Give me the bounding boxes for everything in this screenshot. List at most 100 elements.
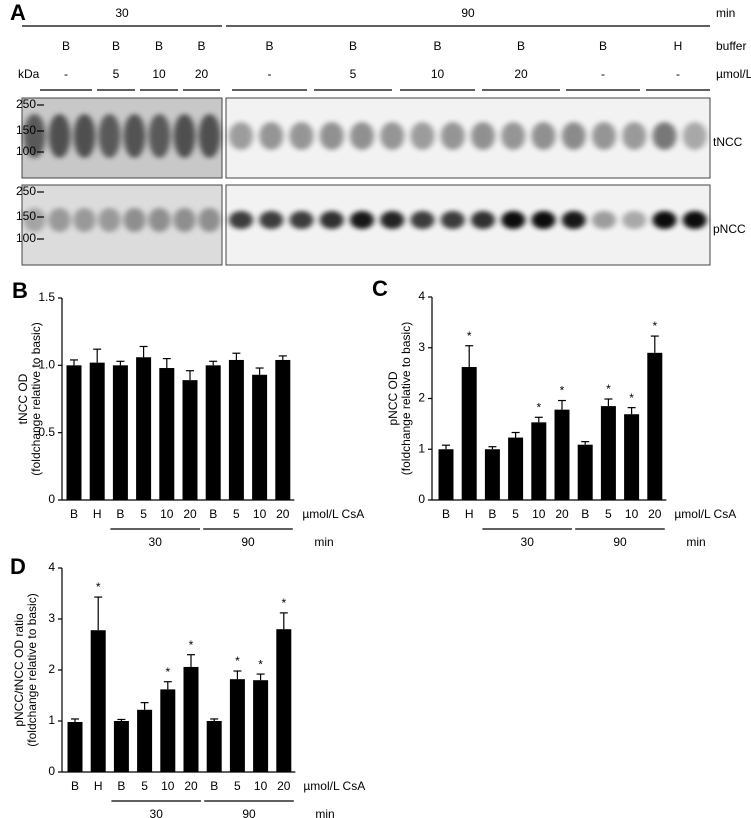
error-bar bbox=[581, 441, 590, 445]
bar bbox=[206, 721, 222, 772]
error-bar bbox=[256, 673, 265, 681]
x-tick-label: B bbox=[71, 779, 79, 793]
x-tick-label: 5 bbox=[234, 779, 241, 793]
x-tick-label: 20 bbox=[276, 507, 290, 521]
error-bar bbox=[278, 355, 287, 360]
error-bar bbox=[116, 360, 125, 366]
buffer-label: B bbox=[517, 39, 525, 53]
error-bar bbox=[442, 444, 450, 450]
band bbox=[561, 211, 586, 229]
bar bbox=[112, 365, 128, 500]
group-label: 30 bbox=[149, 535, 163, 549]
buffer-label: B bbox=[265, 39, 273, 53]
band bbox=[173, 114, 196, 158]
error-bar bbox=[209, 360, 218, 366]
band bbox=[319, 211, 344, 229]
csa-label: - bbox=[64, 67, 68, 81]
row-unit: min bbox=[716, 6, 735, 20]
x-tick-label: 10 bbox=[253, 507, 267, 521]
error-bar bbox=[93, 348, 102, 363]
blot-name: pNCC bbox=[713, 222, 746, 236]
bar bbox=[66, 365, 82, 500]
marker-label: 250 bbox=[16, 97, 36, 111]
x-tick-label: B bbox=[116, 507, 124, 521]
csa-label: - bbox=[601, 67, 605, 81]
error-bar bbox=[70, 359, 78, 366]
bar bbox=[160, 689, 176, 772]
band bbox=[380, 122, 405, 150]
band bbox=[98, 208, 121, 232]
y-axis-label: pNCC OD bbox=[386, 371, 400, 425]
band bbox=[561, 122, 586, 150]
bar bbox=[647, 352, 663, 500]
error-bar bbox=[187, 654, 195, 667]
bar bbox=[531, 422, 547, 500]
band bbox=[23, 114, 46, 158]
band bbox=[289, 211, 314, 229]
band bbox=[319, 122, 344, 150]
band bbox=[682, 122, 707, 150]
bar bbox=[276, 629, 292, 772]
group-unit: min bbox=[314, 535, 333, 549]
y-axis-label: (foldchange relative to basic) bbox=[29, 322, 43, 475]
error-bar bbox=[255, 367, 264, 375]
bar bbox=[182, 380, 198, 500]
csa-label: 10 bbox=[152, 67, 166, 81]
y-tick-label: 0 bbox=[48, 764, 55, 778]
bar bbox=[508, 437, 524, 500]
error-bar bbox=[604, 398, 613, 407]
marker-label: 150 bbox=[16, 123, 36, 137]
band bbox=[652, 122, 677, 150]
error-bar bbox=[139, 345, 148, 358]
buffer-label: B bbox=[62, 39, 70, 53]
y-tick-label: 1 bbox=[418, 441, 425, 455]
bar bbox=[252, 374, 268, 500]
unit-label: µmol/L CsA bbox=[674, 507, 736, 521]
y-tick-label: 0 bbox=[48, 492, 55, 506]
x-tick-label: B bbox=[209, 507, 217, 521]
significance-star: * bbox=[467, 329, 472, 343]
error-bar bbox=[650, 335, 659, 353]
time-label: 90 bbox=[461, 6, 475, 20]
significance-star: * bbox=[165, 665, 170, 679]
band bbox=[289, 122, 314, 150]
x-tick-label: 20 bbox=[184, 779, 198, 793]
band bbox=[123, 208, 146, 232]
bar bbox=[577, 444, 593, 500]
bar bbox=[554, 409, 570, 500]
band bbox=[198, 114, 221, 158]
band bbox=[173, 208, 196, 232]
bar bbox=[438, 449, 454, 500]
time-label: 30 bbox=[115, 6, 129, 20]
buffer-label: B bbox=[197, 39, 205, 53]
band bbox=[622, 211, 647, 229]
band bbox=[259, 211, 284, 229]
csa-label: 5 bbox=[113, 67, 120, 81]
error-bar bbox=[511, 431, 520, 438]
band bbox=[73, 208, 96, 232]
error-bar bbox=[233, 670, 242, 680]
unit-label: µmol/L CsA bbox=[302, 507, 364, 521]
unit-label: µmol/L CsA bbox=[303, 779, 365, 793]
bar bbox=[461, 367, 477, 500]
x-tick-label: 10 bbox=[254, 779, 268, 793]
panel-letter: C bbox=[372, 276, 388, 301]
csa-label: - bbox=[268, 67, 272, 81]
band bbox=[148, 208, 171, 232]
csa-label: 20 bbox=[195, 67, 209, 81]
bar bbox=[600, 406, 616, 500]
y-axis-label: pNCC/tNCC OD ratio bbox=[12, 613, 26, 727]
marker-label: 150 bbox=[16, 209, 36, 223]
band bbox=[229, 122, 253, 150]
y-tick-label: 0 bbox=[418, 492, 425, 506]
bar bbox=[253, 680, 269, 772]
band bbox=[622, 122, 647, 150]
csa-label: 5 bbox=[350, 67, 357, 81]
bar bbox=[113, 721, 129, 772]
group-label: 30 bbox=[150, 807, 164, 818]
panel-letter: A bbox=[10, 0, 26, 25]
band bbox=[259, 122, 284, 150]
bar bbox=[229, 679, 245, 772]
error-bar bbox=[71, 718, 79, 723]
